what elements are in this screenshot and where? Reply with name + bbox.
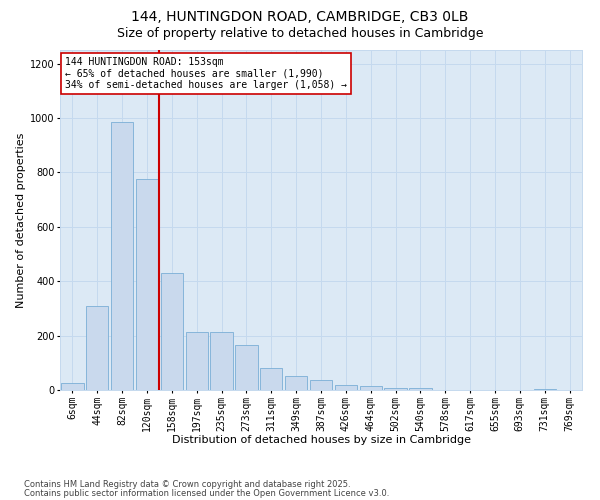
Bar — [285, 376, 307, 390]
Bar — [211, 332, 233, 390]
Text: 144, HUNTINGDON ROAD, CAMBRIDGE, CB3 0LB: 144, HUNTINGDON ROAD, CAMBRIDGE, CB3 0LB — [131, 10, 469, 24]
X-axis label: Distribution of detached houses by size in Cambridge: Distribution of detached houses by size … — [172, 435, 470, 445]
Bar — [185, 332, 208, 390]
Bar — [235, 345, 257, 390]
Bar — [409, 388, 431, 390]
Bar — [136, 179, 158, 390]
Bar — [260, 368, 283, 390]
Bar — [161, 273, 183, 390]
Text: Size of property relative to detached houses in Cambridge: Size of property relative to detached ho… — [117, 28, 483, 40]
Bar — [86, 306, 109, 390]
Bar — [61, 383, 83, 390]
Bar — [335, 384, 357, 390]
Bar — [359, 386, 382, 390]
Bar — [533, 388, 556, 390]
Text: Contains public sector information licensed under the Open Government Licence v3: Contains public sector information licen… — [24, 489, 389, 498]
Y-axis label: Number of detached properties: Number of detached properties — [16, 132, 26, 308]
Bar — [111, 122, 133, 390]
Text: Contains HM Land Registry data © Crown copyright and database right 2025.: Contains HM Land Registry data © Crown c… — [24, 480, 350, 489]
Text: 144 HUNTINGDON ROAD: 153sqm
← 65% of detached houses are smaller (1,990)
34% of : 144 HUNTINGDON ROAD: 153sqm ← 65% of det… — [65, 57, 347, 90]
Bar — [385, 388, 407, 390]
Bar — [310, 380, 332, 390]
